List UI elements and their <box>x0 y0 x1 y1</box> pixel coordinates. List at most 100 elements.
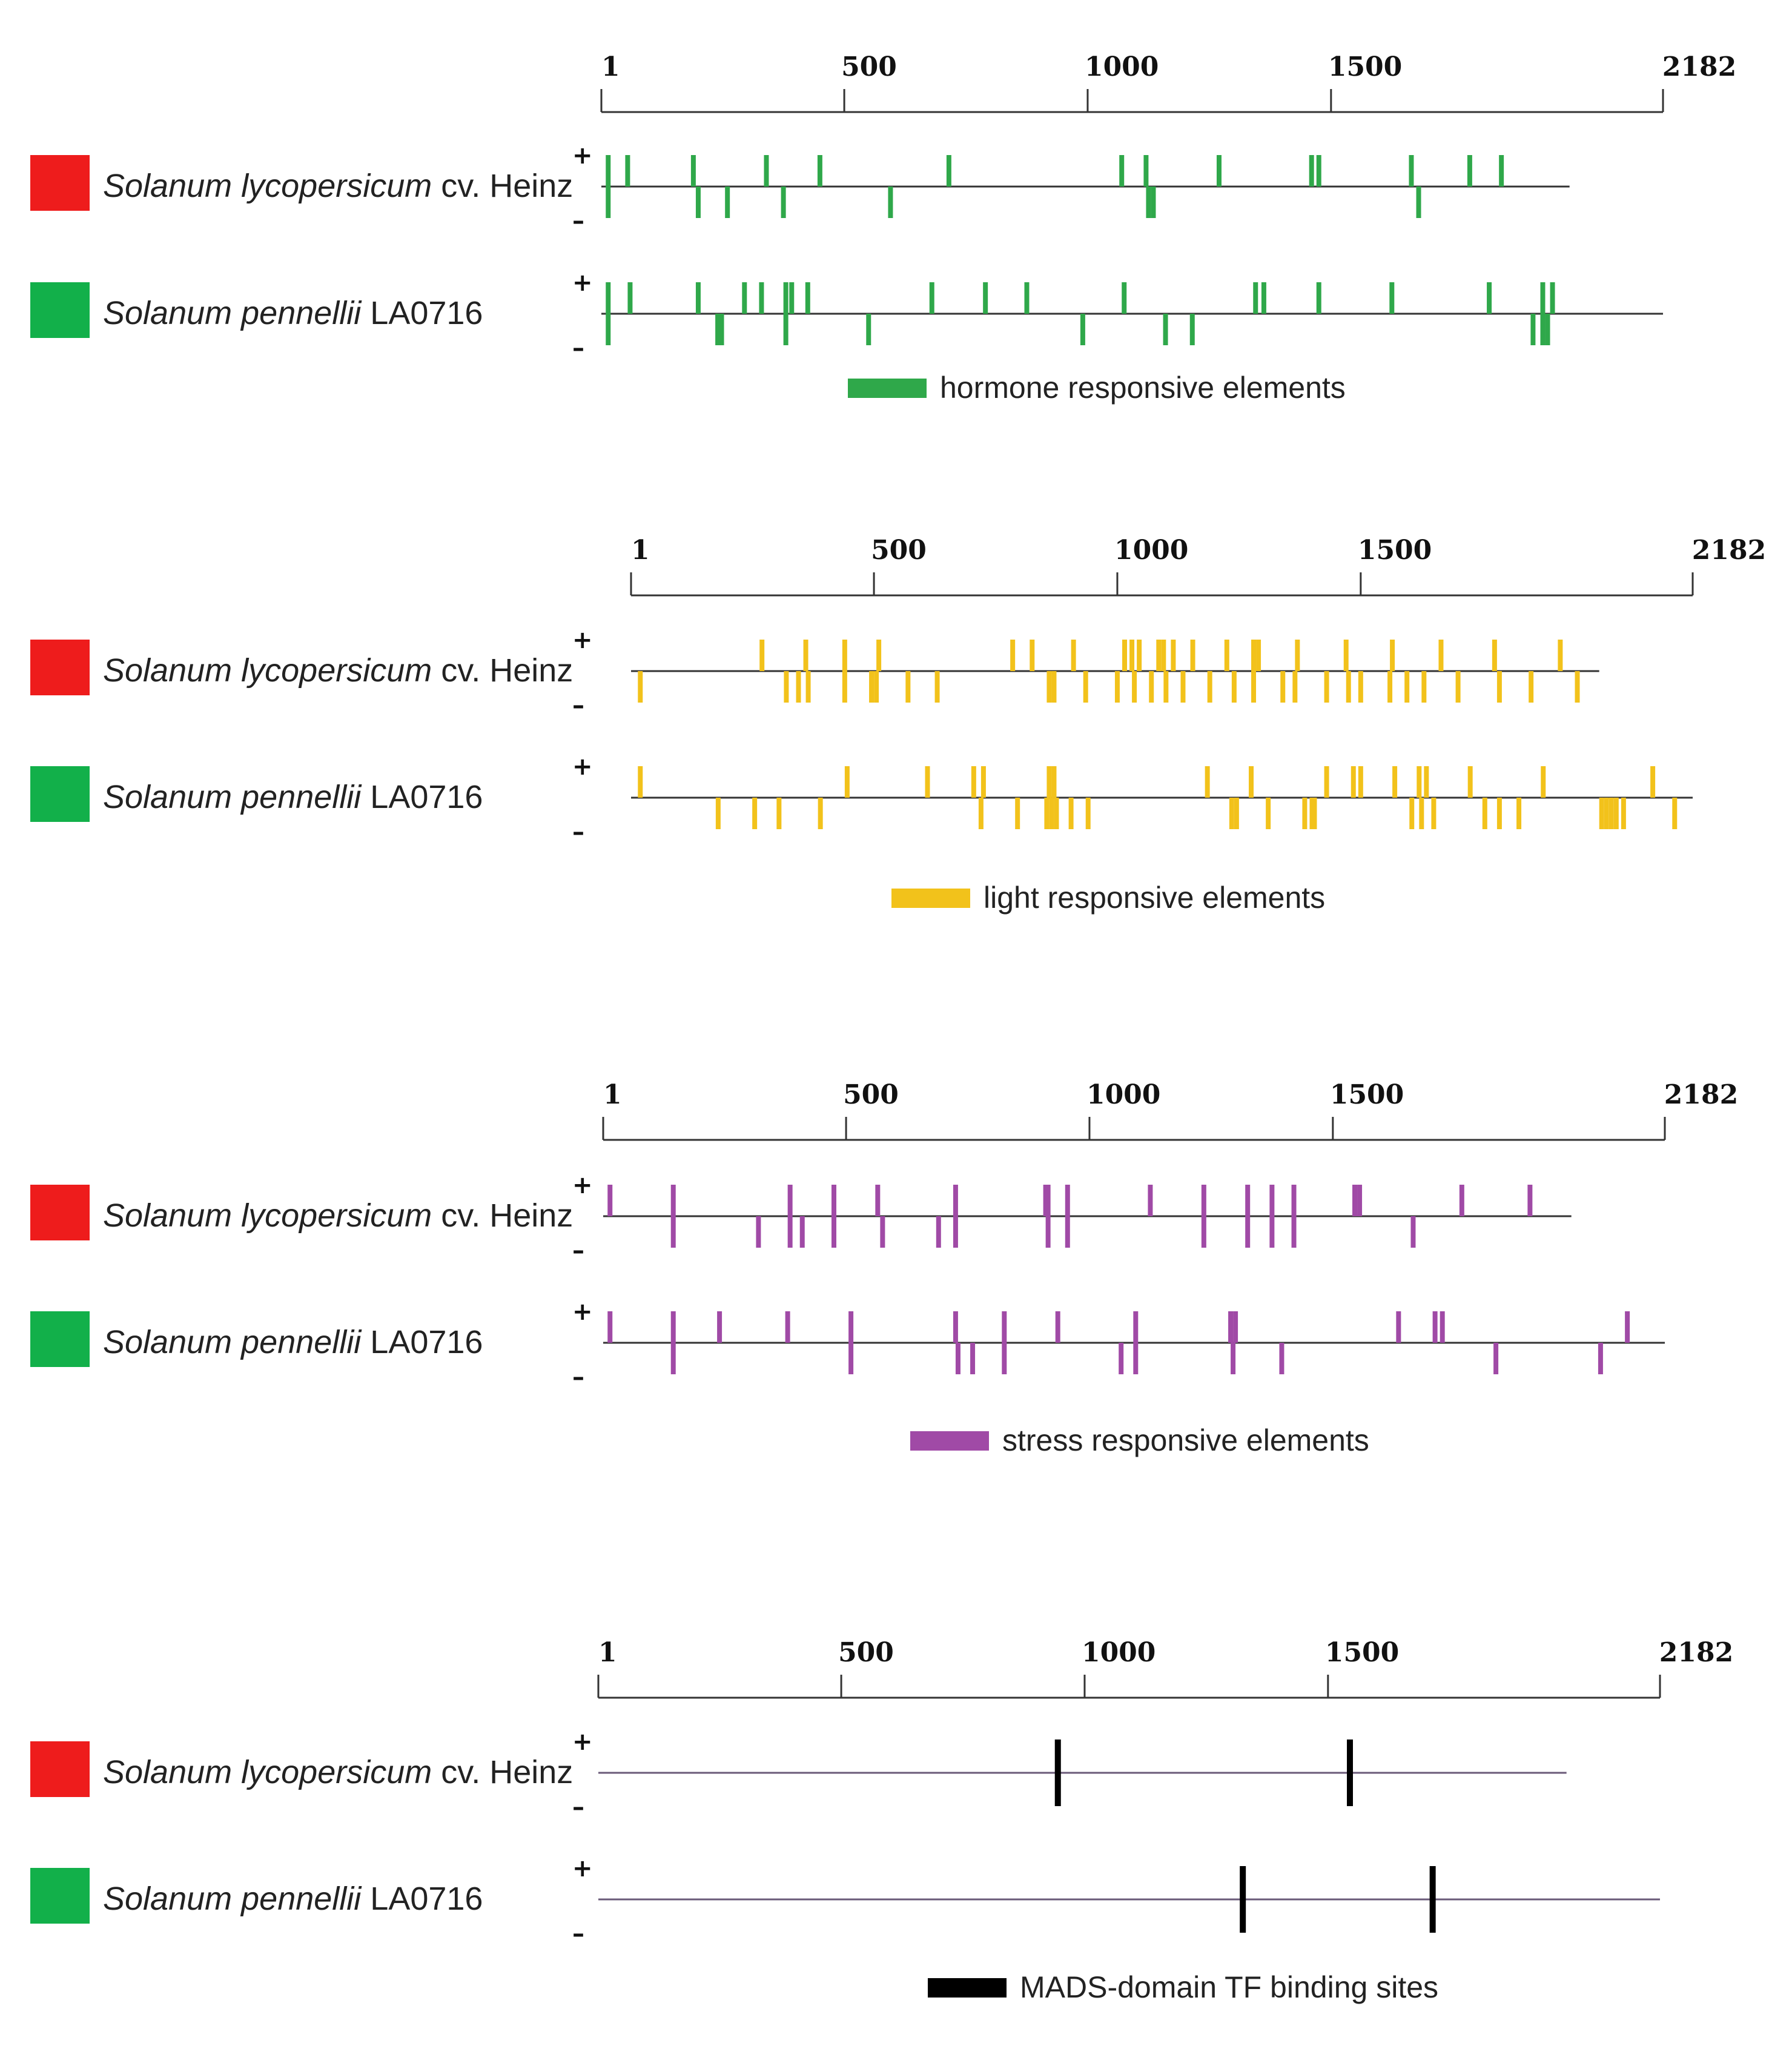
element-mark-minus <box>1132 671 1137 703</box>
element-mark-minus <box>1540 314 1546 345</box>
scale-tick-label: 1 <box>598 1637 617 1668</box>
element-mark-plus <box>1291 1185 1297 1216</box>
element-mark-minus <box>1044 798 1050 829</box>
element-mark-plus <box>638 766 643 798</box>
legend-swatch <box>891 889 970 908</box>
element-mark-minus <box>1346 671 1351 703</box>
element-mark-minus <box>1151 187 1156 218</box>
element-mark-plus <box>1389 282 1395 314</box>
species-name-suffix: LA0716 <box>361 295 483 331</box>
legend-label: light responsive elements <box>984 881 1325 915</box>
element-mark-minus <box>1201 1216 1206 1248</box>
element-mark-plus <box>1010 640 1016 671</box>
element-mark-minus <box>1613 798 1619 829</box>
element-mark-minus <box>1431 798 1437 829</box>
element-mark-minus <box>1114 671 1120 703</box>
element-mark-minus <box>805 671 811 703</box>
element-mark-minus <box>756 1216 761 1248</box>
element-mark-minus <box>1054 798 1059 829</box>
element-mark-minus <box>1051 671 1057 703</box>
element-mark-plus <box>1161 640 1166 671</box>
scale-tick-label: 1500 <box>1325 1637 1399 1668</box>
element-mark-minus <box>1279 1343 1284 1374</box>
element-mark-plus <box>971 766 976 798</box>
element-mark-plus <box>783 282 789 314</box>
species-label: Solanum pennellii LA0716 <box>103 1881 483 1917</box>
element-mark-plus <box>1190 640 1195 671</box>
species-name-italic: Solanum lycopersicum <box>103 1754 432 1790</box>
element-mark-plus <box>848 1311 854 1343</box>
strand-plus-label: + <box>572 1855 593 1882</box>
binding-site-mark <box>1054 1739 1061 1806</box>
element-mark-plus <box>1171 640 1176 671</box>
species-name-italic: Solanum pennellii <box>103 295 362 331</box>
species-label: Solanum pennellii LA0716 <box>103 779 483 815</box>
element-mark-minus <box>1416 187 1421 218</box>
element-mark-plus <box>803 640 808 671</box>
element-mark-minus <box>1045 1216 1051 1248</box>
element-mark-plus <box>1352 1185 1358 1216</box>
strand-minus-label: – <box>572 818 584 846</box>
element-mark-minus <box>1598 1343 1603 1374</box>
species-name-suffix: LA0716 <box>361 1324 483 1360</box>
element-mark-minus <box>831 1216 836 1248</box>
species-label: Solanum lycopersicum cv. Heinz <box>103 1754 573 1790</box>
element-mark-plus <box>627 282 633 314</box>
element-mark-minus <box>606 314 611 345</box>
element-mark-plus <box>759 640 765 671</box>
element-mark-minus <box>1496 671 1502 703</box>
element-mark-plus <box>1228 1311 1234 1343</box>
element-mark-plus <box>1051 766 1057 798</box>
track-heinz: Solanum lycopersicum cv. Heinz+ – <box>30 1171 1572 1265</box>
element-mark-minus <box>1312 798 1317 829</box>
species-name-italic: Solanum pennellii <box>103 1881 362 1917</box>
element-mark-plus <box>1065 1185 1070 1216</box>
species-color-swatch <box>30 282 90 338</box>
element-mark-minus <box>1621 798 1626 829</box>
element-mark-plus <box>1148 1185 1153 1216</box>
strand-plus-label: + <box>572 1171 593 1199</box>
element-mark-plus <box>1156 640 1162 671</box>
element-mark-minus <box>752 798 758 829</box>
element-mark-minus <box>776 798 782 829</box>
element-mark-plus <box>1324 766 1329 798</box>
element-mark-plus <box>1002 1311 1007 1343</box>
element-mark-minus <box>953 1216 958 1248</box>
element-mark-plus <box>1024 282 1030 314</box>
species-name-suffix: LA0716 <box>361 779 483 815</box>
strand-plus-label: + <box>572 753 593 781</box>
element-mark-minus <box>1493 1343 1499 1374</box>
element-mark-plus <box>925 766 930 798</box>
element-mark-plus <box>1527 1185 1533 1216</box>
element-mark-plus <box>1467 155 1472 187</box>
element-mark-plus <box>876 640 882 671</box>
element-mark-minus <box>1302 798 1308 829</box>
element-mark-plus <box>1432 1311 1438 1343</box>
element-mark-plus <box>1233 1311 1238 1343</box>
element-mark-plus <box>759 282 764 314</box>
strand-plus-label: + <box>572 626 593 654</box>
element-mark-minus <box>799 1216 805 1248</box>
scale-tick-label: 1000 <box>1114 535 1188 566</box>
strand-minus-label: – <box>572 1793 584 1821</box>
element-mark-plus <box>1045 1185 1051 1216</box>
species-label: Solanum pennellii LA0716 <box>103 295 483 331</box>
species-name-suffix: cv. Heinz <box>432 168 573 204</box>
element-mark-minus <box>1080 314 1085 345</box>
strand-minus-label: – <box>572 207 584 235</box>
track-pennellii: Solanum pennellii LA0716 + – <box>30 269 1663 362</box>
legend-swatch <box>848 379 927 398</box>
scale-tick-label: 2182 <box>1659 1637 1733 1668</box>
legend-label: stress responsive elements <box>1002 1423 1369 1457</box>
element-mark-plus <box>1071 640 1076 671</box>
element-mark-plus <box>670 1185 676 1216</box>
element-mark-plus <box>1492 640 1497 671</box>
species-name-suffix: cv. Heinz <box>432 1754 573 1790</box>
element-mark-plus <box>953 1311 958 1343</box>
scale-tick-label: 1500 <box>1330 1079 1404 1110</box>
legend-label: hormone responsive elements <box>940 371 1346 405</box>
